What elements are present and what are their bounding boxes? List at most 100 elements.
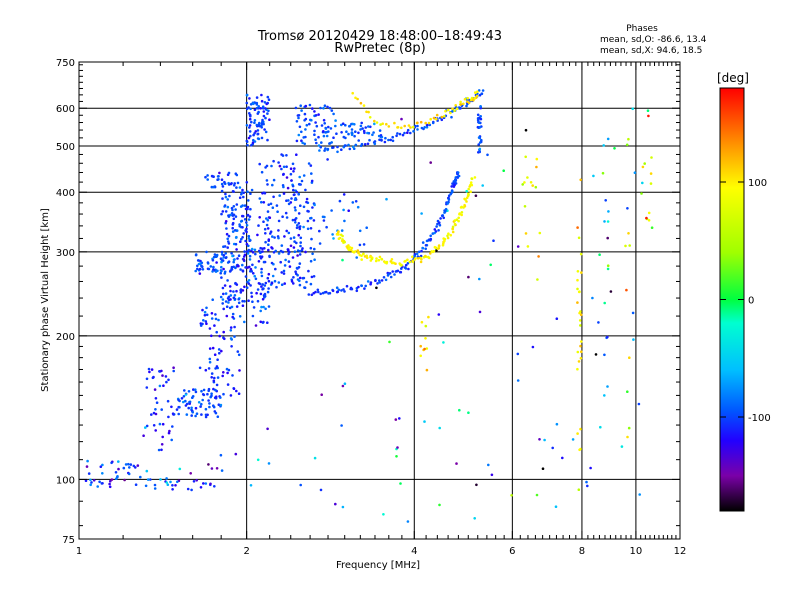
echo-point	[171, 484, 174, 487]
echo-point	[354, 143, 358, 147]
echo-point	[282, 185, 285, 189]
echo-point	[375, 257, 378, 260]
echo-point	[232, 217, 236, 221]
echo-point	[389, 138, 393, 142]
echo-point	[299, 244, 302, 248]
echo-point	[154, 429, 157, 432]
echo-point	[323, 104, 327, 107]
x-axis-label: Frequency [MHz]	[336, 560, 420, 571]
echo-point	[151, 376, 155, 380]
echo-point	[474, 194, 478, 197]
echo-point	[300, 130, 303, 134]
echo-point	[383, 140, 387, 144]
echo-point	[248, 97, 251, 100]
echo-point	[298, 183, 302, 186]
echo-point	[439, 217, 442, 220]
echo-point	[212, 255, 216, 259]
echo-point	[350, 287, 354, 291]
echo-point	[412, 130, 415, 133]
echo-point	[324, 131, 327, 134]
echo-point	[400, 267, 403, 270]
echo-point	[144, 426, 147, 429]
echo-point	[400, 264, 403, 267]
echo-point	[247, 136, 251, 140]
echo-point	[253, 274, 256, 278]
echo-point	[287, 231, 291, 235]
echo-point	[305, 200, 308, 204]
echo-point	[261, 250, 264, 253]
echo-point	[486, 153, 489, 157]
echo-point	[270, 261, 274, 265]
echo-point	[598, 253, 601, 256]
echo-point	[219, 295, 223, 299]
echo-point	[300, 179, 304, 183]
echo-point	[324, 127, 328, 130]
echo-point	[463, 197, 466, 201]
echo-point	[216, 376, 220, 379]
echo-point	[207, 267, 211, 271]
echo-point	[116, 475, 119, 478]
echo-point	[649, 182, 653, 185]
echo-point	[579, 252, 583, 256]
echo-point	[419, 344, 423, 348]
echo-point	[460, 205, 464, 209]
echo-point	[604, 199, 607, 202]
echo-point	[108, 485, 112, 489]
echo-point	[230, 305, 234, 309]
echo-point	[270, 246, 273, 249]
echo-point	[255, 106, 259, 110]
echo-point	[338, 236, 342, 240]
echo-point	[243, 285, 246, 289]
echo-point	[150, 413, 153, 416]
echo-point	[606, 335, 609, 339]
echo-point	[459, 107, 462, 110]
echo-point	[313, 258, 316, 262]
echo-point	[247, 199, 250, 202]
echo-point	[449, 233, 453, 237]
echo-point	[326, 105, 329, 109]
echo-point	[161, 374, 164, 377]
echo-point	[310, 216, 313, 220]
echo-point	[281, 154, 285, 157]
echo-point	[424, 247, 428, 251]
echo-point	[221, 210, 225, 213]
echo-point	[586, 484, 589, 488]
echo-point	[221, 286, 225, 290]
echo-point	[420, 212, 423, 215]
echo-point	[233, 258, 236, 261]
echo-point	[134, 483, 138, 487]
echo-point	[368, 138, 371, 142]
echo-point	[201, 393, 205, 396]
echo-point	[351, 122, 355, 126]
echo-point	[463, 97, 467, 101]
echo-point	[317, 135, 320, 139]
echo-point	[411, 255, 414, 259]
echo-point	[264, 240, 267, 244]
echo-point	[393, 121, 396, 125]
echo-point	[625, 288, 628, 292]
echo-point	[245, 124, 249, 127]
echo-point	[427, 315, 430, 319]
echo-point	[228, 270, 232, 273]
echo-point	[238, 223, 241, 226]
echo-point	[92, 479, 96, 482]
echo-point	[249, 134, 252, 138]
echo-point	[129, 463, 133, 466]
echo-point	[226, 246, 229, 249]
echo-point	[579, 356, 583, 360]
echo-point	[299, 241, 303, 244]
echo-point	[603, 220, 606, 223]
echo-point	[467, 101, 471, 105]
echo-point	[214, 367, 217, 370]
echo-point	[249, 103, 253, 106]
echo-point	[322, 106, 325, 110]
echo-point	[144, 484, 148, 488]
echo-point	[187, 390, 191, 393]
echo-point	[309, 227, 313, 230]
echo-point	[261, 283, 265, 286]
echo-point	[182, 395, 186, 398]
echo-point	[626, 207, 629, 210]
echo-point	[251, 251, 255, 254]
echo-point	[318, 149, 321, 152]
echo-point	[342, 208, 345, 212]
